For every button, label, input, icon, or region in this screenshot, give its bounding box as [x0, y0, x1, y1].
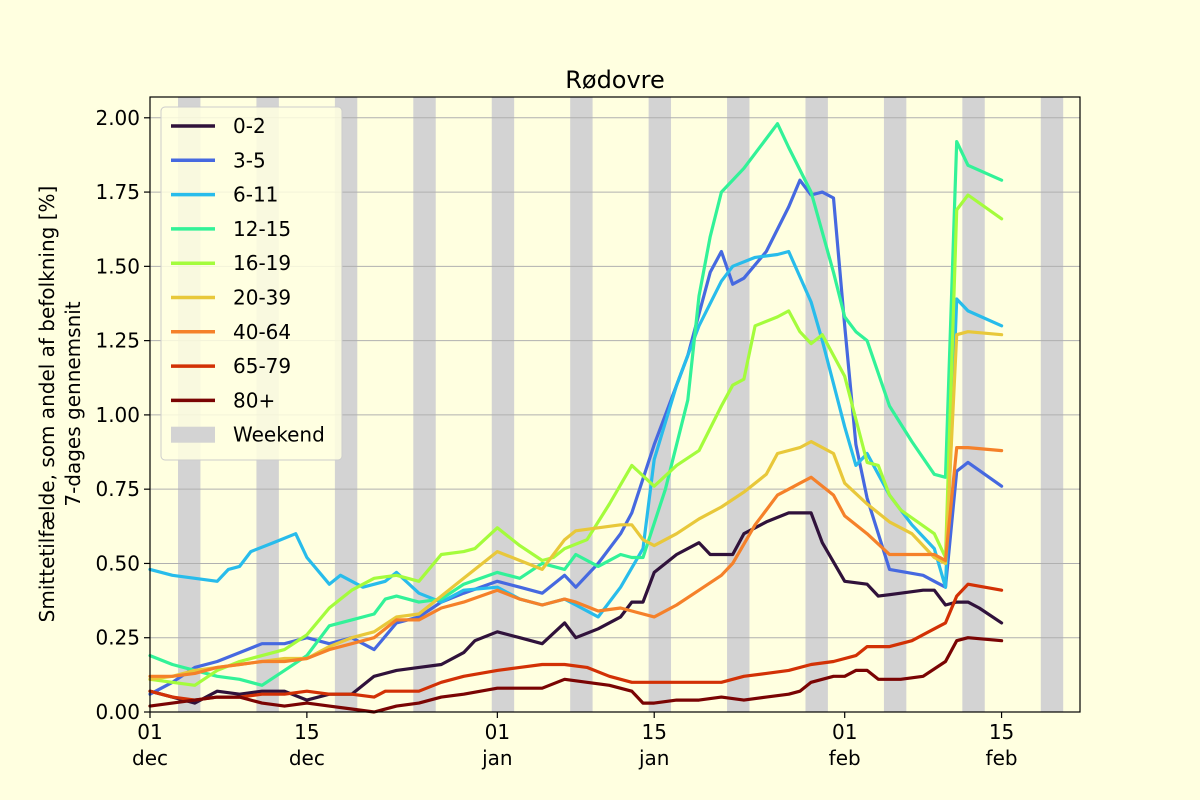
legend-swatch-weekend: [171, 426, 215, 443]
series-line-6-11: [148, 249, 1004, 619]
x-tick-label-day: 15: [294, 720, 319, 744]
series-line-80+: [148, 636, 1004, 714]
series-line-0-2: [148, 511, 1004, 705]
x-tick-label-month: jan: [481, 746, 513, 770]
series-lines: [148, 122, 1004, 714]
y-tick-label: 1.25: [95, 329, 140, 353]
x-tick-label-month: dec: [132, 746, 168, 770]
x-tick-label-day: 15: [989, 720, 1014, 744]
x-tick-label-month: feb: [829, 746, 861, 770]
series-line-12-15: [148, 122, 1004, 687]
legend-label: 65-79: [233, 354, 291, 378]
x-tick-label-day: 01: [832, 720, 857, 744]
legend-label-weekend: Weekend: [233, 423, 325, 447]
x-tick-label-day: 15: [641, 720, 666, 744]
legend-label: 40-64: [233, 320, 291, 344]
weekend-band: [648, 97, 672, 712]
legend-label: 20-39: [233, 286, 291, 310]
legend-label: 12-15: [233, 217, 291, 241]
x-tick-label-month: dec: [289, 746, 325, 770]
y-tick-label: 1.50: [95, 254, 140, 278]
weekend-band: [727, 97, 750, 712]
weekend-band: [962, 97, 985, 712]
legend-label: 6-11: [233, 183, 278, 207]
legend-label: 3-5: [233, 148, 266, 172]
weekend-band: [1040, 97, 1064, 712]
y-tick-label: 0.75: [95, 477, 140, 501]
weekend-band: [413, 97, 436, 712]
weekend-band: [883, 97, 907, 712]
x-tick-label-month: jan: [638, 746, 670, 770]
x-tick-label-day: 01: [485, 720, 510, 744]
series-line-40-64: [148, 446, 1004, 678]
chart-title: Rødovre: [565, 66, 665, 94]
y-tick-label: 1.75: [95, 180, 140, 204]
legend-label: 0-2: [233, 114, 266, 138]
plot-frame: [149, 96, 1081, 713]
y-tick-label: 0.00: [95, 700, 140, 724]
y-tick-label: 0.50: [95, 551, 140, 575]
y-tick-label: 0.25: [95, 626, 140, 650]
series-line-16-19: [148, 193, 1004, 687]
y-axis-label-line1: Smittetilfælde, som andel af befolkning …: [35, 186, 59, 623]
y-axis-label-line2: 7-dages gennemsnit: [61, 301, 85, 506]
x-tick-label-day: 01: [137, 720, 162, 744]
legend: 0-2 3-5 6-11 12-15 16-19 20-39 40-64 65-79 80+ We…: [160, 106, 343, 461]
y-tick-label: 2.00: [95, 106, 140, 130]
x-tick-label-month: feb: [986, 746, 1018, 770]
weekend-band: [570, 97, 593, 712]
weekend-band: [491, 97, 515, 712]
legend-label: 80+: [233, 388, 275, 412]
weekend-band: [805, 97, 828, 712]
axes: 0.000.250.500.751.001.251.501.752.0001de…: [95, 96, 1081, 770]
y-tick-label: 1.00: [95, 403, 140, 427]
legend-label: 16-19: [233, 251, 291, 275]
series-line-65-79: [148, 582, 1004, 702]
